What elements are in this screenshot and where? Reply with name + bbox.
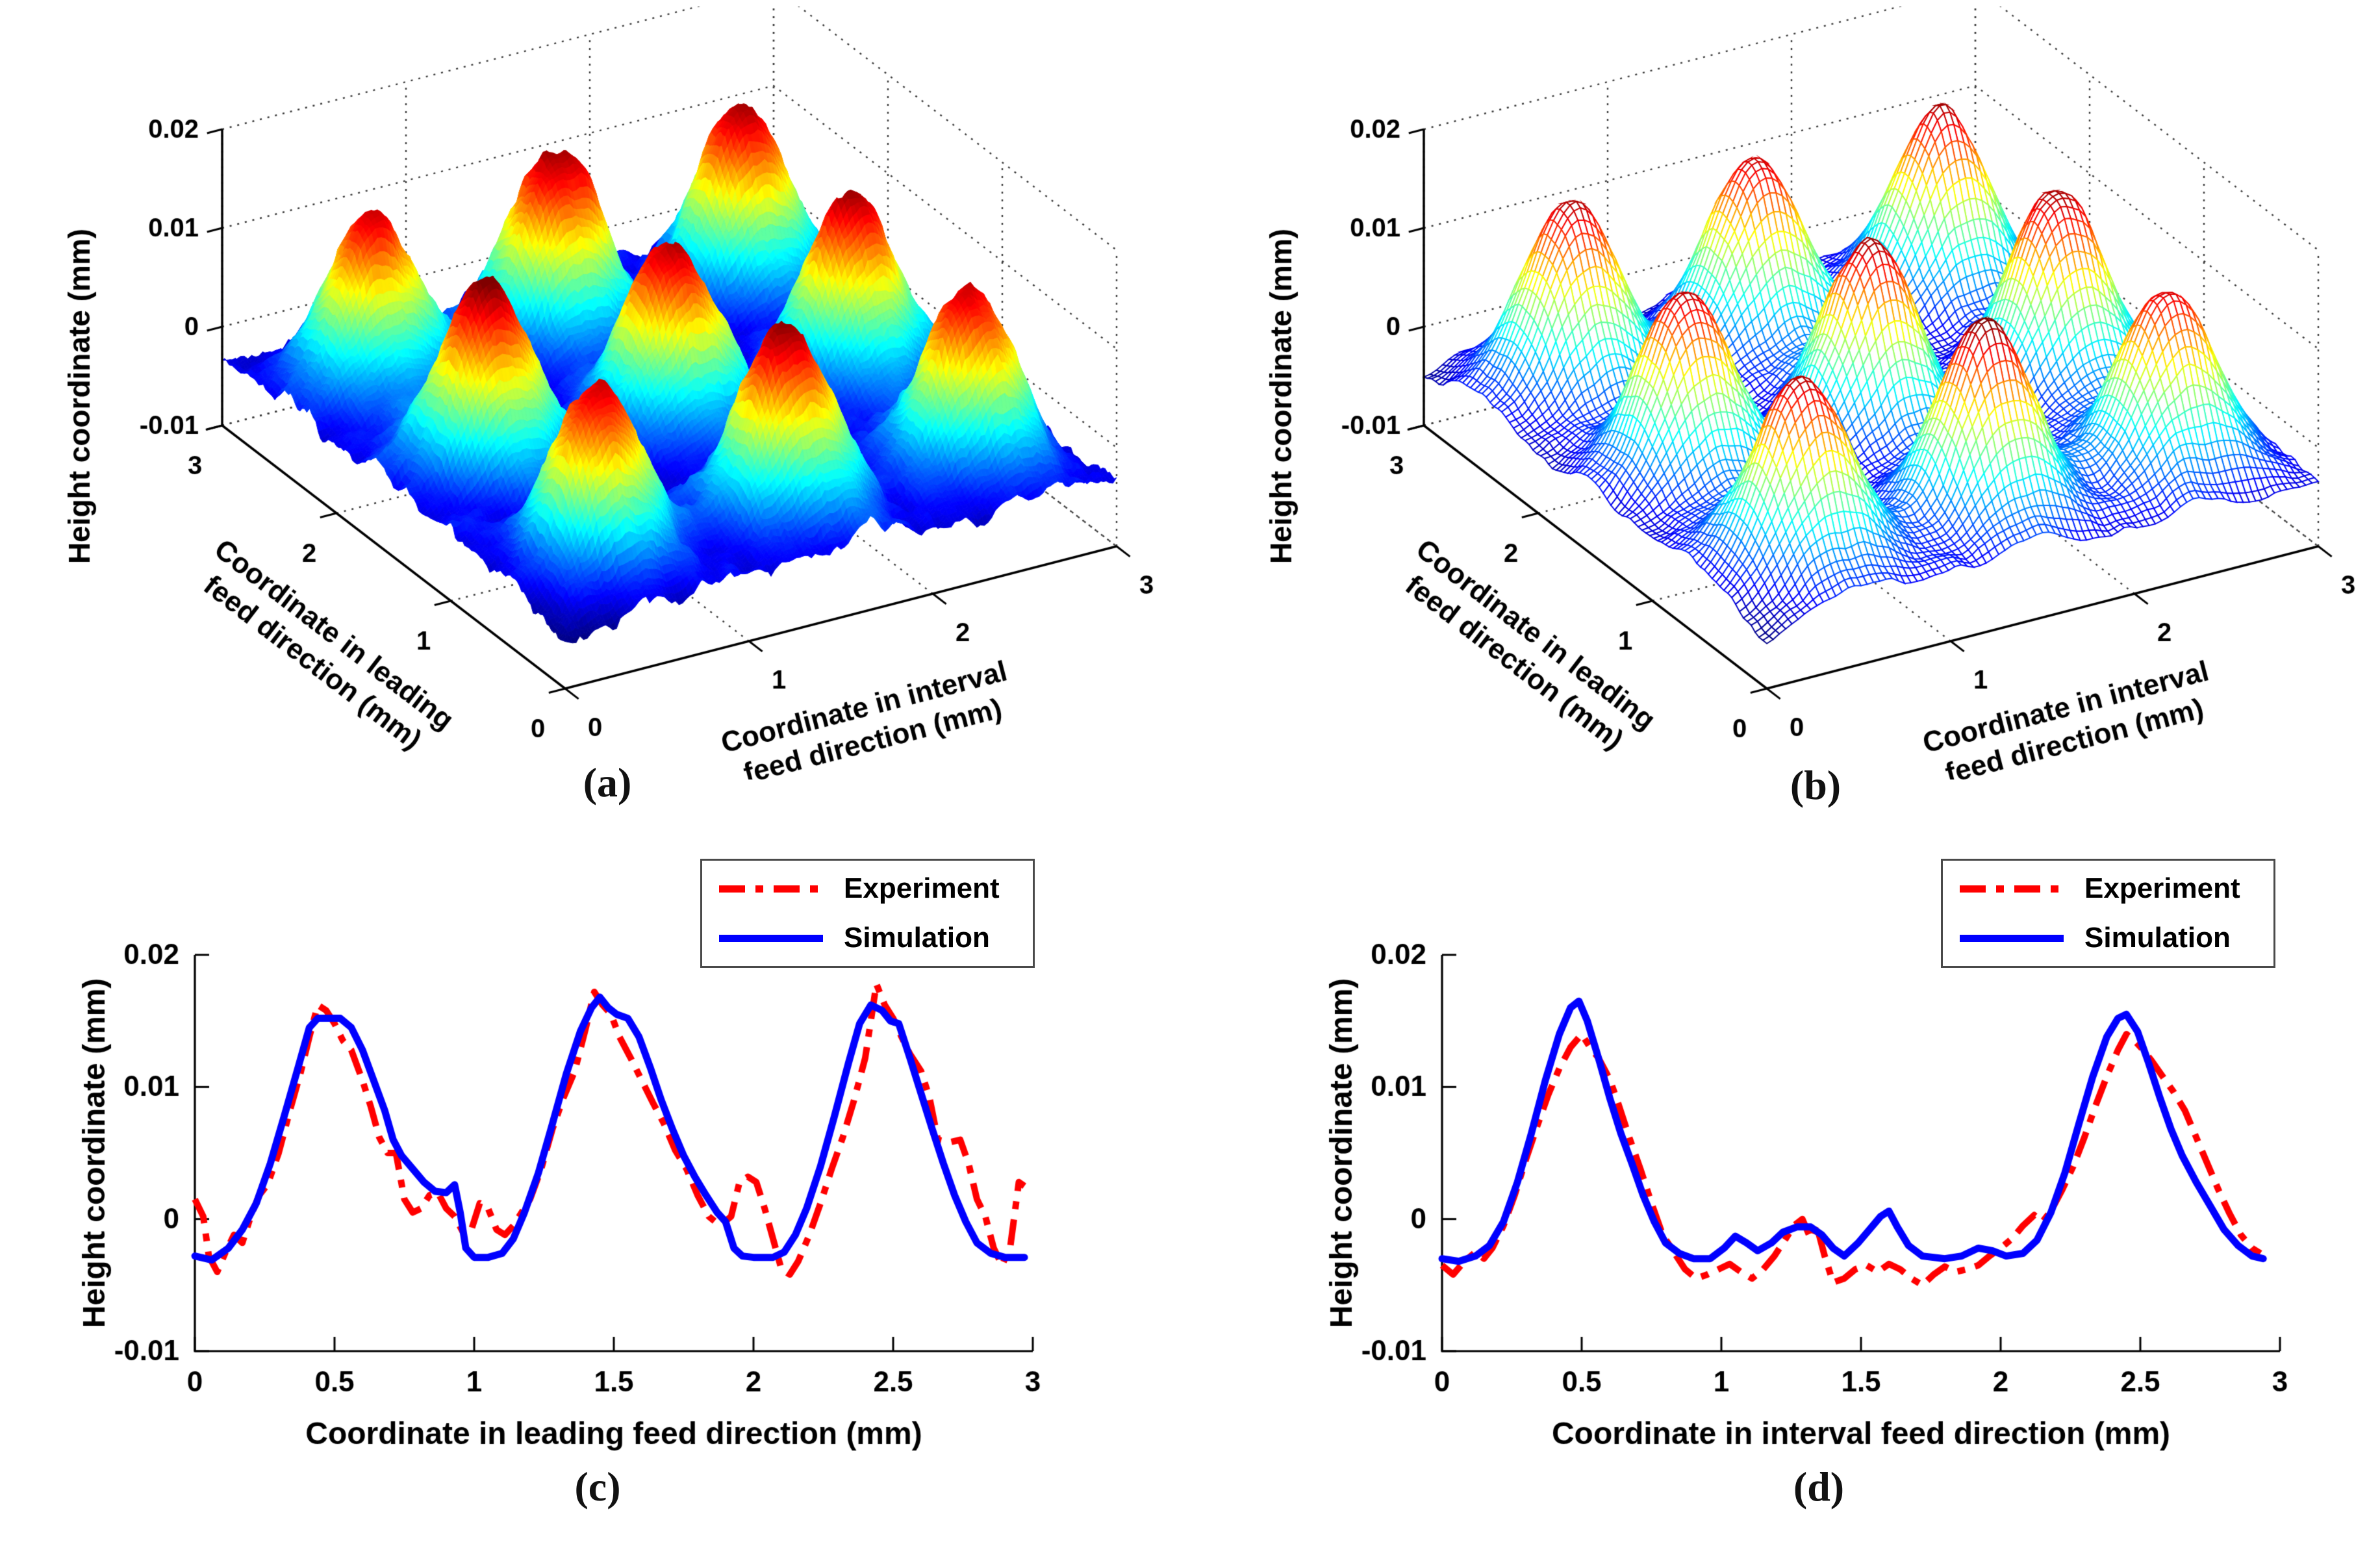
legend-entry-experiment: Experiment — [1960, 872, 2257, 905]
legend-label-experiment: Experiment — [2084, 872, 2240, 904]
caption-a: (a) — [583, 759, 632, 805]
legend-c: Experiment Simulation — [700, 859, 1035, 968]
simulation-solid-line-icon — [719, 934, 823, 942]
legend-d: Experiment Simulation — [1941, 859, 2275, 968]
mesh-plot-b — [1221, 6, 2364, 780]
experiment-dashdot-line-icon — [719, 885, 823, 893]
caption-d: (d) — [1793, 1464, 1845, 1510]
legend-entry-simulation: Simulation — [719, 922, 1016, 954]
legend-label-experiment: Experiment — [844, 872, 1000, 904]
experiment-dashdot-line-icon — [1960, 885, 2064, 893]
legend-label-simulation: Simulation — [2084, 922, 2231, 954]
legend-entry-simulation: Simulation — [1960, 922, 2257, 954]
caption-b: (b) — [1790, 762, 1842, 808]
legend-entry-experiment: Experiment — [719, 872, 1016, 905]
caption-c: (c) — [574, 1464, 621, 1510]
legend-label-simulation: Simulation — [844, 922, 990, 954]
surface-plot-a — [19, 6, 1163, 780]
simulation-solid-line-icon — [1960, 934, 2064, 942]
